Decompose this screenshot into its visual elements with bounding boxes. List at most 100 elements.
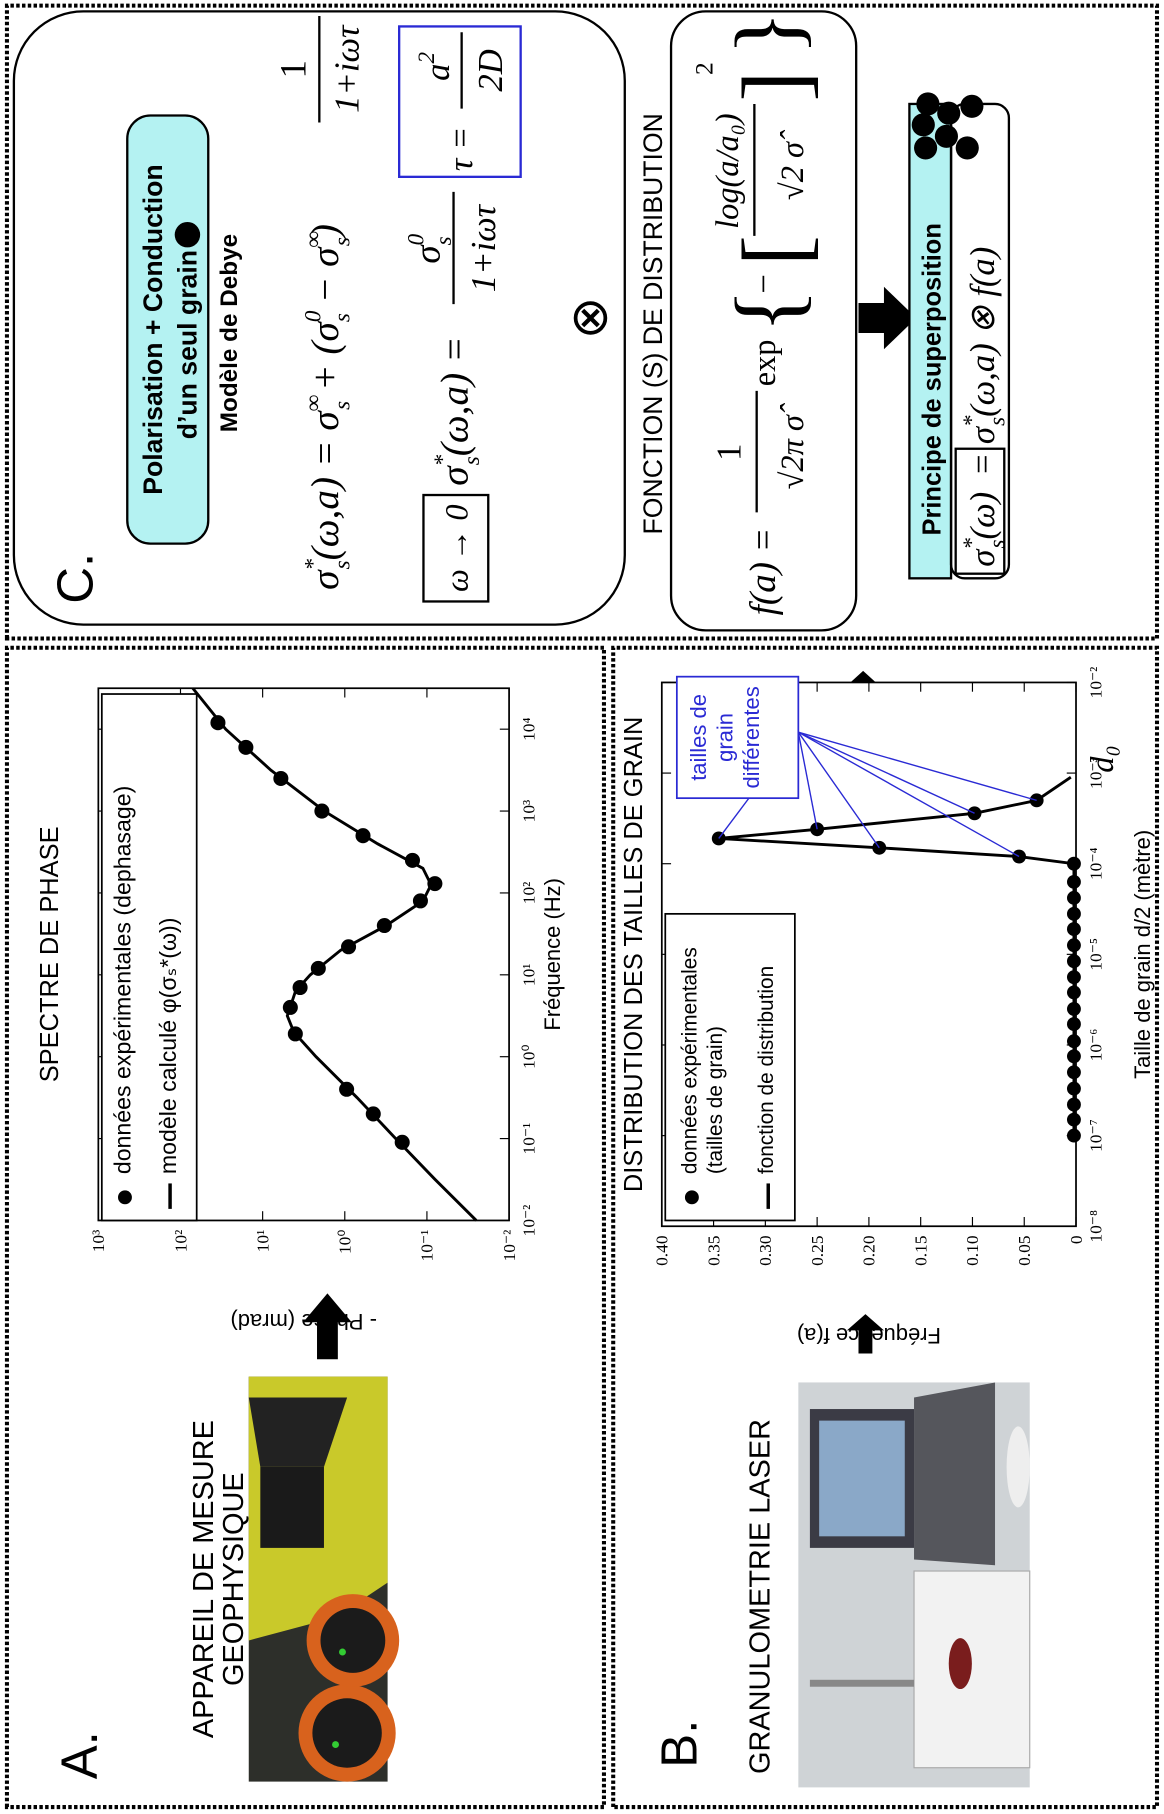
formula-part: a (418, 63, 457, 80)
shape (914, 136, 938, 160)
formula-part: 2 (414, 51, 440, 63)
panel-title: GRANULOMETRIE LASER (744, 1419, 776, 1774)
y-tick-label: 0.35 (704, 1235, 723, 1265)
y-tick-label: 0.30 (756, 1235, 775, 1266)
panel-c-border (4, 3, 1160, 641)
formula-part: 0 (300, 310, 326, 322)
formula-part: * (300, 558, 326, 570)
x-tick-label: 10⁻⁶ (1086, 1029, 1105, 1062)
model-box (12, 10, 626, 626)
x-tick-label: 10⁰ (520, 1045, 539, 1069)
formula-part: s (431, 236, 457, 245)
shape (1006, 1426, 1030, 1508)
legend-entry: données expérimentales (dephasage) (111, 785, 137, 1175)
x-axis-label: Fréquence (Hz) (540, 878, 565, 1031)
equation: σ*s(ω) = σ*s(ω,a) ⊗ f(a) (959, 247, 1010, 567)
dist-box (669, 10, 858, 632)
power: 2 (690, 62, 719, 75)
brace: } (717, 11, 819, 55)
x-tick-label: 10⁻¹ (520, 1123, 539, 1155)
annotation: d₀ (1085, 745, 1121, 772)
fa-exp: exp (747, 340, 783, 387)
legend-box (664, 912, 796, 1222)
equation: σ* s(ω,a) = (430, 336, 485, 485)
formula-part: − σ (303, 246, 347, 313)
tau-box (398, 25, 522, 179)
x-tick-label: 10⁻⁷ (1086, 1119, 1105, 1152)
x-tick-label: 10⁻³ (1086, 757, 1105, 789)
legend-box (100, 693, 198, 1222)
formula-part: ∞ (300, 231, 326, 247)
tau: τ = (441, 127, 480, 172)
panel-a-border (4, 645, 606, 1810)
formula-part: (ω,a) ⊗ f(a) (963, 247, 1002, 417)
annotation-leader (798, 731, 1037, 802)
shape (960, 94, 984, 118)
minus: − (744, 274, 783, 294)
legend-entry: modèle calculé φ(σₛ*(ω)) (156, 917, 182, 1175)
x-tick-label: 10⁻⁵ (1086, 938, 1105, 971)
plot-area (97, 687, 510, 1222)
formula-part: σ (303, 569, 347, 590)
result-box (954, 447, 1006, 575)
fraction-den: √2 σ̂ (775, 129, 811, 200)
box-title: Polarisation + Conduction (138, 164, 168, 494)
formula-part: s (329, 401, 355, 410)
shape (916, 92, 940, 116)
shape (913, 1570, 1031, 1769)
x-tick-label: 10³ (520, 800, 539, 823)
fa-lhs: f(a) = (743, 528, 784, 616)
annotation-leader (798, 731, 975, 814)
x-tick-label: 10⁻⁴ (1086, 847, 1105, 880)
fraction-num: σ0s (403, 233, 457, 263)
y-tick-label: 0 (1067, 1235, 1086, 1244)
photo-geophysics (248, 1376, 400, 1782)
superposition: Principe de superposition (919, 223, 947, 535)
formula-part: σ (408, 244, 449, 264)
y-tick-label: 10³ (89, 1230, 108, 1253)
formula-part: (ω) (963, 492, 1002, 540)
formula-part: s (329, 237, 355, 246)
legend-entry: données expérimentales (tailles de grain… (678, 947, 727, 1175)
x-tick-label: 10⁴ (520, 717, 539, 740)
equation: σ* s(ω,a) = σ∞ s + (σ0 s − σ∞ s) (300, 224, 355, 590)
shape (320, 1608, 386, 1673)
model-name: Modèle de Debye (216, 234, 243, 432)
formula-part: ) (303, 224, 347, 239)
fraction-den: 2D (471, 49, 510, 91)
panel-title: GEOPHYSIQUE (218, 1472, 250, 1686)
y-tick-label: 10⁻² (500, 1230, 519, 1262)
legend-entry-holder: données expérimentales (tailles de grain… (678, 947, 727, 1175)
x-tick-label: 10⁻² (520, 1205, 539, 1237)
y-tick-label: 0.10 (963, 1235, 982, 1266)
legend-marker (118, 1190, 132, 1205)
annotation-leader (797, 731, 880, 849)
formula-part: σ (963, 548, 1002, 567)
y-tick-label: 0.40 (653, 1235, 672, 1266)
legend-entry-holder: fonction de distribution (754, 966, 777, 1174)
formula-part: (ω,a) = σ (303, 410, 347, 561)
data-point (394, 1134, 410, 1150)
y-tick-label: 10⁻¹ (418, 1230, 437, 1262)
x-tick-label: 10² (520, 882, 539, 905)
y-axis-label: - Phase (mrad) (230, 1309, 377, 1334)
fraction-den: 1+iωτ (328, 24, 367, 113)
shape (809, 1679, 915, 1687)
y-tick-label: 10⁰ (336, 1230, 355, 1254)
y-tick-label: 0.15 (911, 1235, 930, 1265)
superposition-formula-box (949, 102, 1011, 580)
panel-label: C. (47, 553, 104, 604)
formula-part: s (984, 539, 1010, 548)
arrow (303, 1293, 352, 1360)
annotation: tailles de grain différentes (687, 686, 765, 789)
fraction-num: 1 (709, 444, 748, 461)
chart-title: SPECTRE DE PHASE (36, 826, 64, 1082)
shape (339, 1648, 346, 1656)
box-title: d’un seul grain (173, 250, 203, 439)
x-tick-label: 10¹ (520, 964, 539, 987)
y-tick-label: 0.25 (808, 1235, 827, 1265)
shape (934, 124, 958, 148)
dist-title: FONCTION (S) DE DISTRIBUTION (638, 113, 668, 534)
y-tick-label: 10² (171, 1230, 190, 1253)
